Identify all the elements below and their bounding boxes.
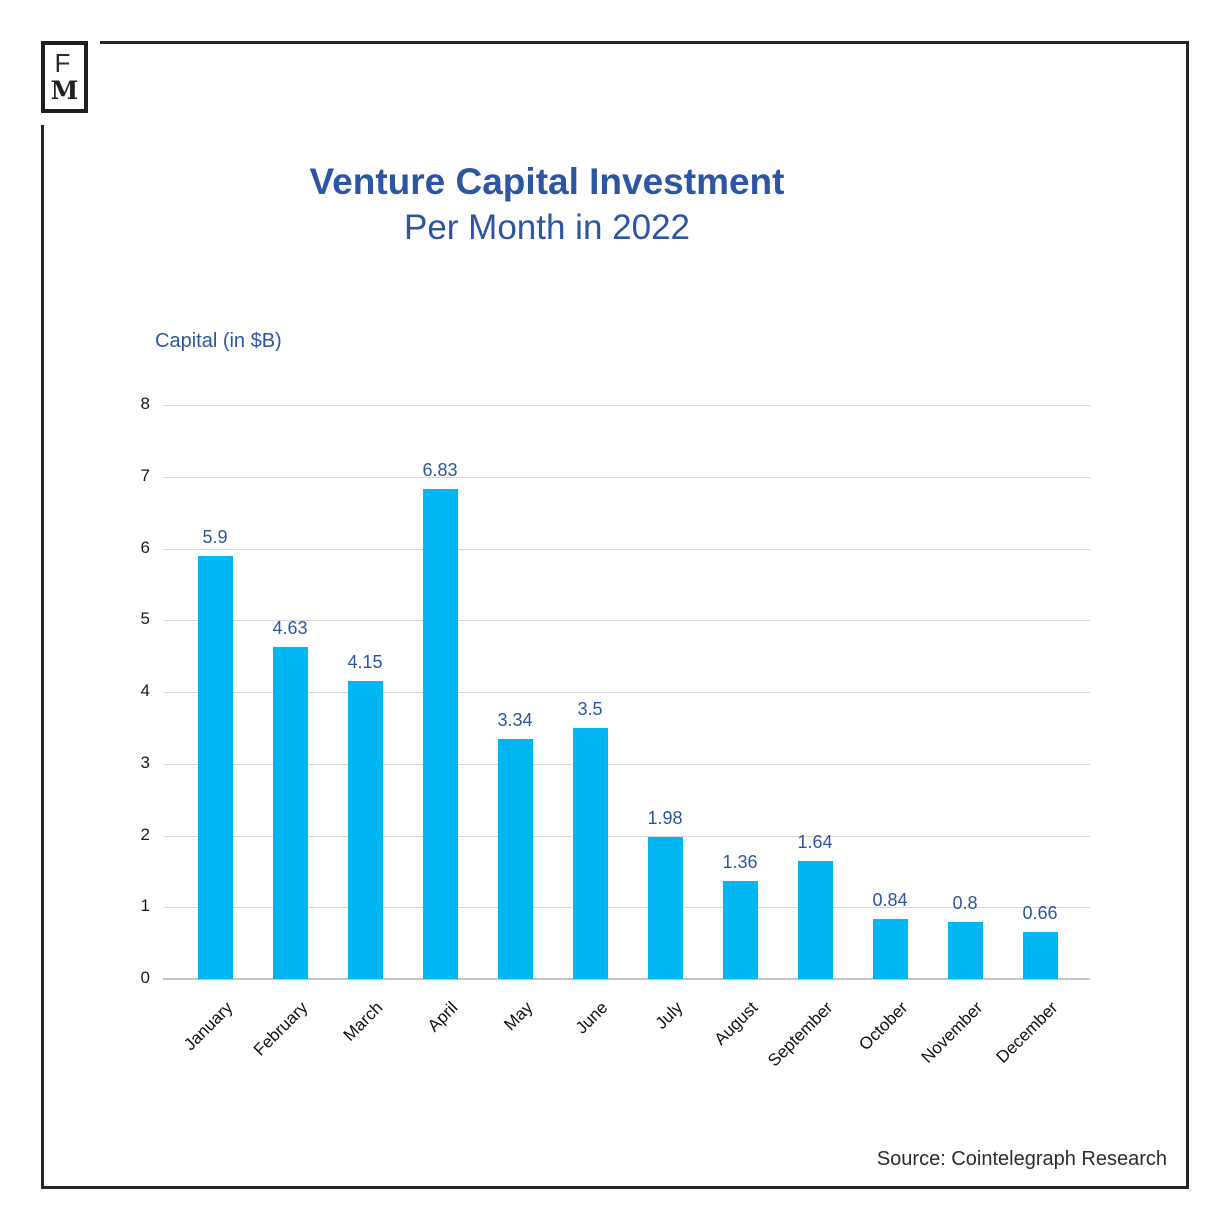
- bar: [572, 727, 608, 979]
- bar-value-label: 6.83: [422, 459, 458, 480]
- y-tick-label: 8: [140, 394, 150, 413]
- bar: [422, 488, 458, 979]
- bar: [497, 739, 533, 979]
- y-tick-label: 5: [140, 609, 150, 629]
- y-tick-label: 2: [140, 824, 150, 844]
- x-axis-line: [163, 978, 1090, 980]
- bar: [197, 555, 233, 979]
- gridline: [163, 476, 1090, 478]
- bar-value-label: 4.63: [272, 617, 308, 638]
- bar-value-label: 1.98: [647, 807, 683, 828]
- bar-value-label: 3.34: [497, 710, 533, 731]
- chart-title-line2: Per Month in 2022: [403, 208, 690, 247]
- bar: [872, 918, 908, 979]
- bar-value-label: 1.64: [797, 832, 833, 853]
- bar: [947, 921, 983, 979]
- y-tick-label: 3: [140, 752, 150, 772]
- bar: [272, 646, 308, 979]
- gridline: [163, 620, 1090, 622]
- y-tick-label: 1: [140, 896, 150, 916]
- bar-value-label: 0.8: [952, 892, 978, 913]
- bar-value-label: 5.9: [202, 526, 228, 547]
- outer-frame: [41, 41, 1189, 1189]
- bar-value-label: 0.66: [1022, 902, 1058, 923]
- bar-value-label: 4.15: [347, 652, 383, 673]
- chart-title: Venture Capital Investment Per Month in …: [147, 158, 947, 251]
- y-axis-label: Capital (in $B): [155, 330, 282, 352]
- gridline: [163, 835, 1090, 837]
- bar: [722, 881, 758, 979]
- y-tick-label: 7: [140, 465, 150, 485]
- bar-value-label: 1.36: [722, 852, 758, 873]
- y-tick-label: 6: [140, 537, 150, 557]
- bar: [1022, 931, 1058, 979]
- bar-value-label: 0.84: [872, 889, 908, 910]
- chart-title-line1: Venture Capital Investment: [309, 161, 785, 202]
- source-attribution: Source: Cointelegraph Research: [876, 1148, 1167, 1170]
- bar: [647, 836, 683, 979]
- fm-logo: F M: [41, 41, 88, 113]
- bar-value-label: 3.5: [577, 698, 603, 719]
- gridline: [163, 548, 1090, 550]
- gridline: [163, 907, 1090, 909]
- logo-letter-m: M: [50, 75, 79, 105]
- y-tick-label: 0: [140, 968, 150, 987]
- bar: [347, 681, 383, 979]
- y-tick-label: 4: [140, 681, 150, 700]
- gridline: [163, 763, 1090, 765]
- gridline: [163, 692, 1090, 693]
- logo-letter-f: F: [54, 47, 71, 78]
- gridline: [163, 405, 1090, 406]
- bar: [797, 861, 833, 979]
